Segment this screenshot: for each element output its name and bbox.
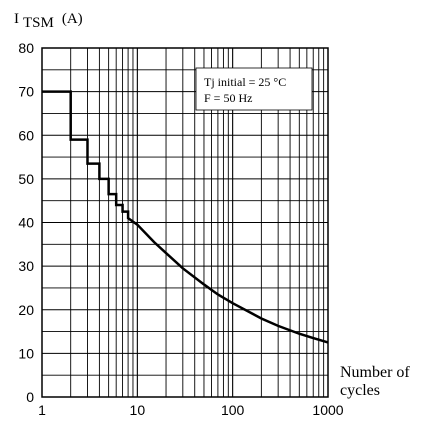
annotation-box: Tj initial = 25 °C F = 50 Hz — [195, 67, 313, 111]
x-tick-label: 1000 — [312, 402, 343, 418]
y-tick-label: 60 — [18, 127, 34, 143]
y-label-sub: TSM — [23, 15, 54, 31]
x-tick-labels: 1 10 100 1000 — [38, 402, 344, 418]
y-tick-label: 80 — [18, 40, 34, 56]
annotation-line-1: Tj initial = 25 °C — [204, 75, 286, 89]
y-tick-label: 0 — [26, 389, 34, 405]
x-tick-label: 10 — [130, 402, 146, 418]
grid — [42, 48, 328, 397]
plot-frame — [41, 47, 329, 398]
y-tick-labels: 0 10 20 30 40 50 60 70 80 — [18, 40, 34, 405]
y-label-unit: (A) — [62, 11, 83, 27]
x-tick-label: 1 — [38, 402, 46, 418]
y-tick-label: 30 — [18, 258, 34, 274]
y-label-main: I — [14, 11, 19, 27]
y-tick-label: 40 — [18, 215, 34, 231]
y-tick-label: 20 — [18, 302, 34, 318]
annotation-line-2: F = 50 Hz — [204, 91, 252, 105]
x-tick-label: 100 — [221, 402, 245, 418]
y-tick-label: 50 — [18, 171, 34, 187]
series-line — [42, 90, 329, 344]
y-tick-label: 70 — [18, 84, 34, 100]
annotation-frame — [195, 67, 313, 111]
y-tick-label: 10 — [18, 345, 34, 361]
x-axis-label-line-2: cycles — [340, 382, 380, 399]
x-axis-label-line-1: Number of — [340, 364, 410, 381]
y-axis-label: I TSM (A) — [14, 10, 83, 31]
